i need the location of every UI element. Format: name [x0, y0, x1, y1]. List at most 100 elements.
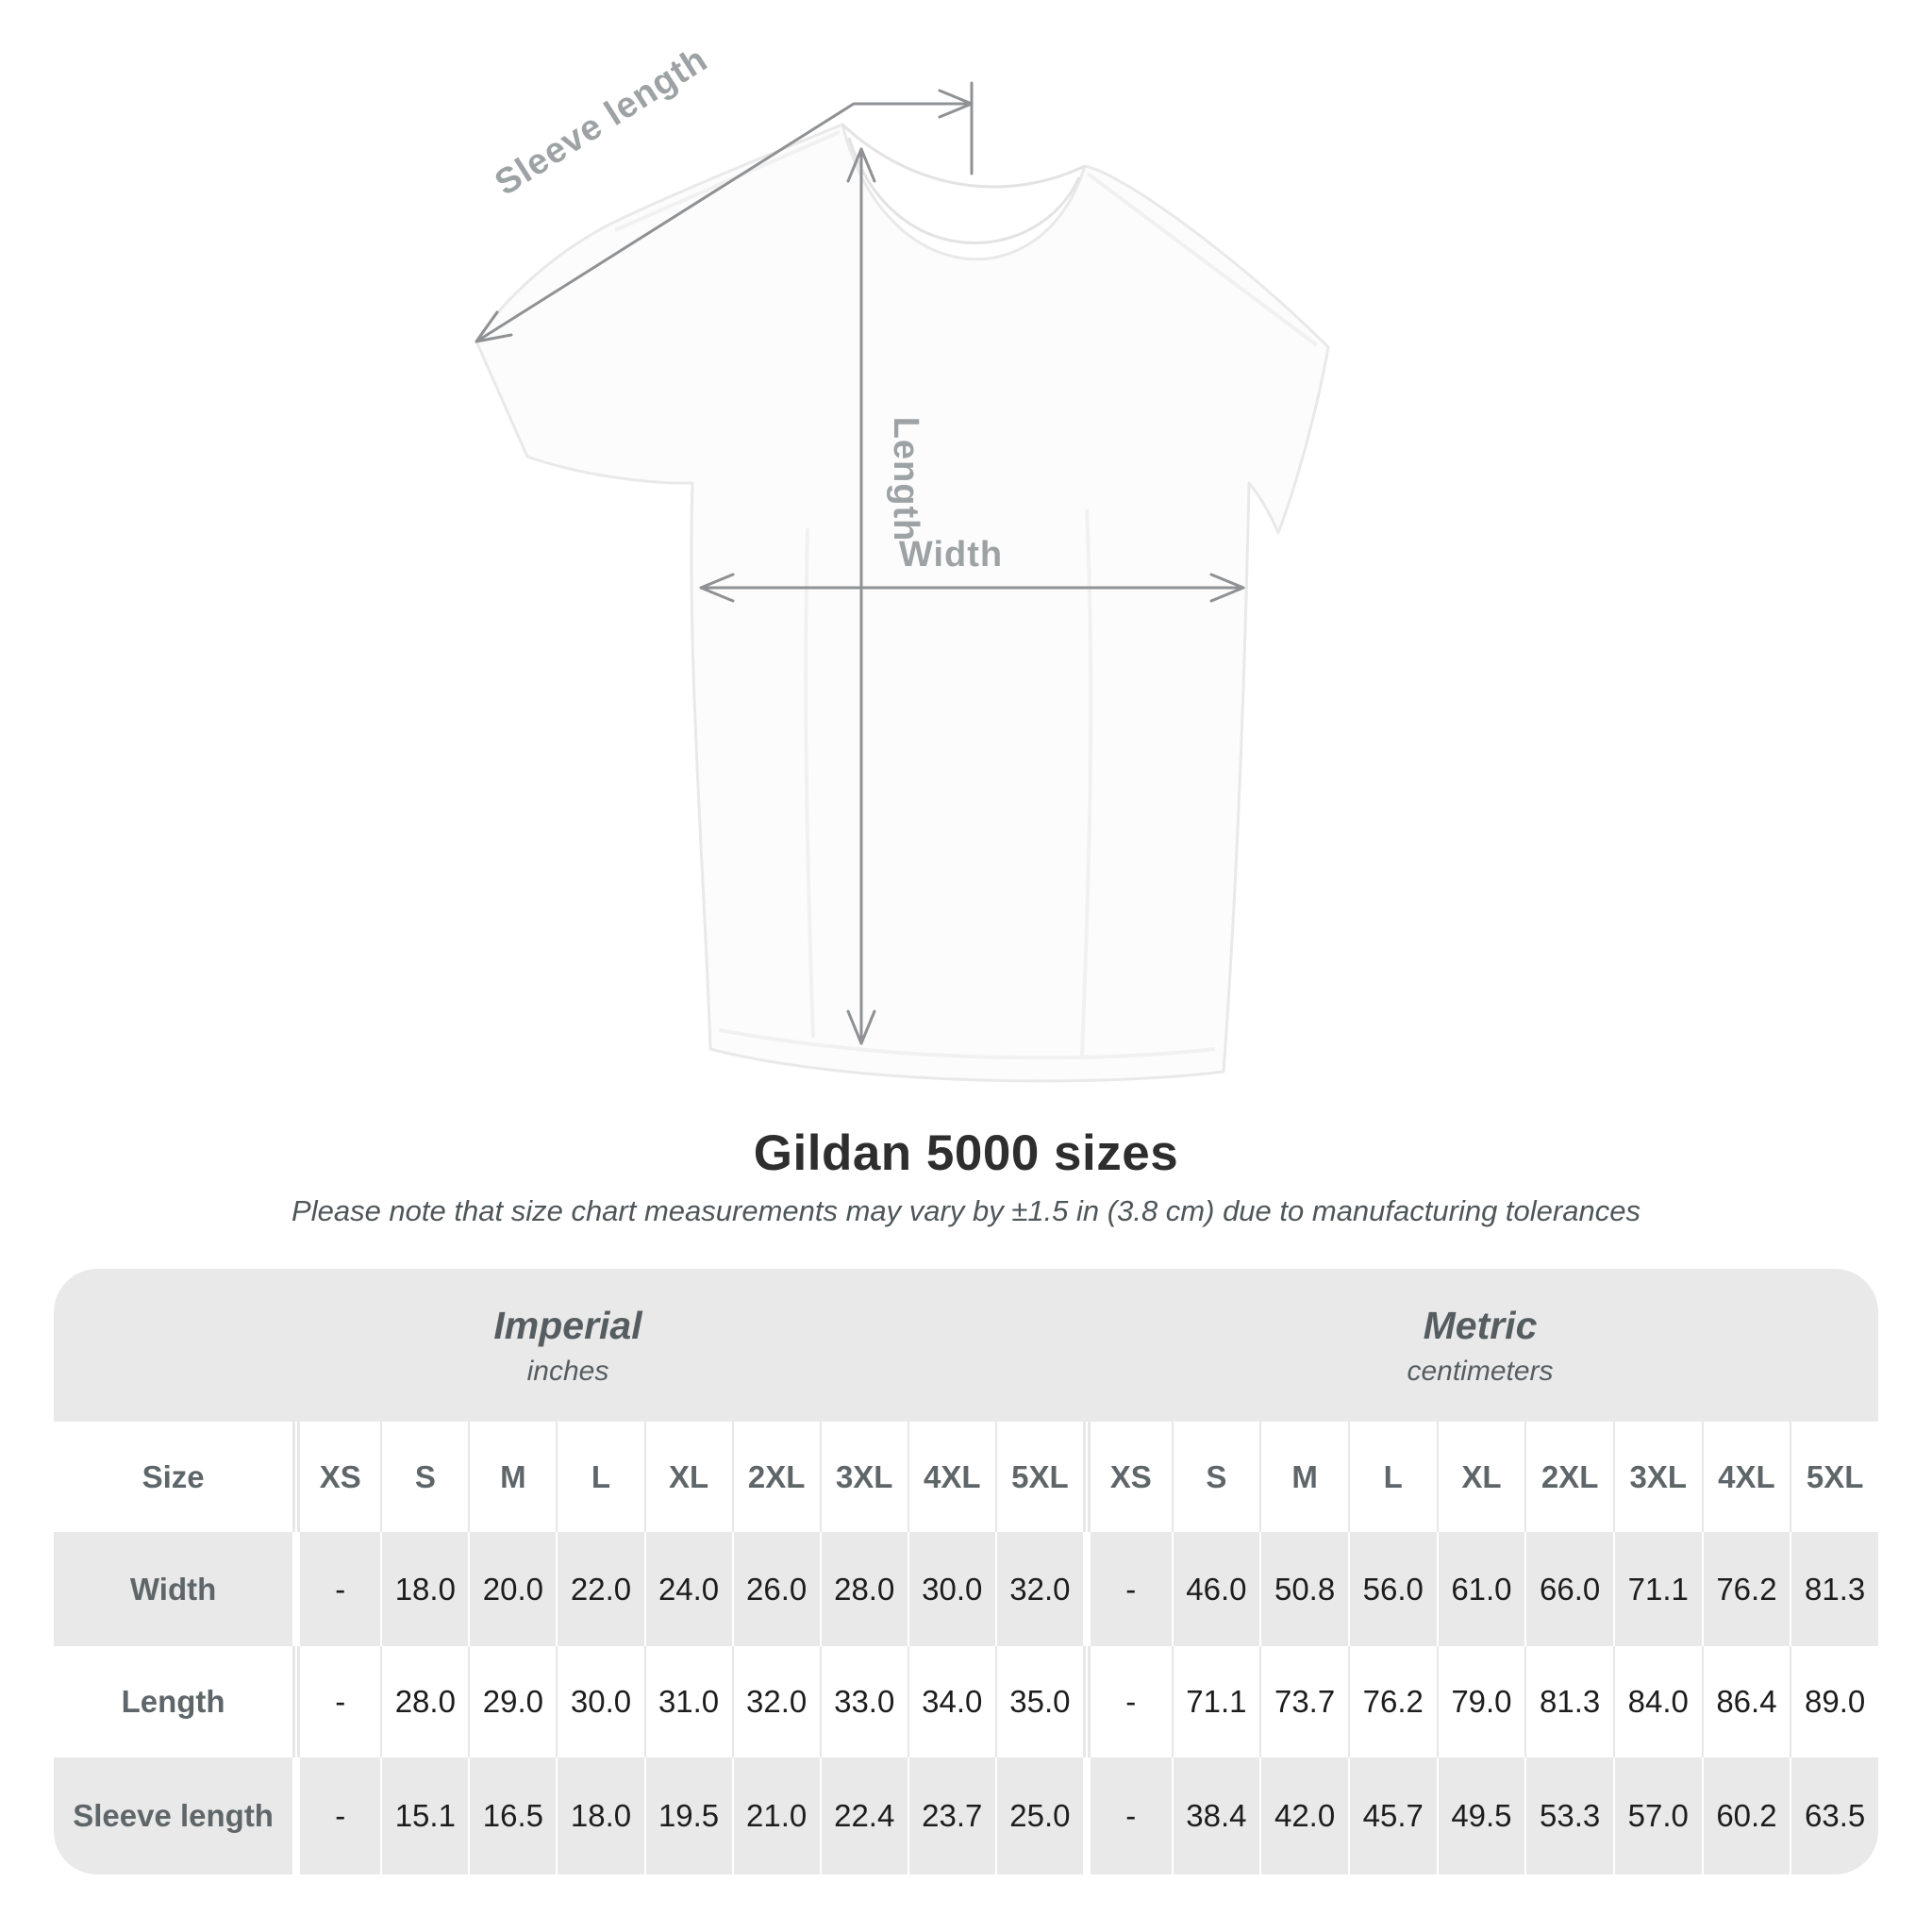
length-arrowhead-top	[846, 147, 876, 183]
imperial-size-header: L	[556, 1422, 644, 1532]
width-label: Width	[899, 535, 1003, 575]
width-arrowhead-right	[1209, 573, 1245, 603]
metric-value: 61.0	[1436, 1532, 1525, 1646]
metric-value: 71.1	[1612, 1532, 1702, 1646]
body-crease-left	[804, 527, 815, 1039]
metric-size-header: M	[1259, 1422, 1348, 1532]
metric-value: 66.0	[1524, 1532, 1613, 1646]
tolerance-note: Please note that size chart measurements…	[291, 1194, 1641, 1227]
collar-back-edge	[841, 123, 1086, 189]
measurement-label: Width	[54, 1532, 293, 1646]
tshirt-measurement-diagram: Sleeve length Length Width	[475, 40, 1330, 1083]
metric-value: 79.0	[1436, 1646, 1525, 1757]
imperial-value: -	[292, 1757, 381, 1874]
imperial-unit-label: inches	[526, 1355, 609, 1387]
size-header-row: Size XS S M L XL 2XL 3XL 4XL 5XL XS S M L XL 2XL 3XL 4XL 5…	[54, 1422, 1878, 1532]
metric-value: -	[1082, 1532, 1172, 1646]
metric-size-header: S	[1171, 1422, 1260, 1532]
metric-value: 38.4	[1171, 1757, 1260, 1874]
imperial-value: 20.0	[468, 1532, 557, 1646]
size-chart: Imperial inches Metric centimeters Size X…	[54, 1269, 1878, 1874]
imperial-value: 30.0	[556, 1646, 644, 1757]
metric-value: 60.2	[1701, 1757, 1790, 1874]
metric-size-header: L	[1347, 1422, 1437, 1532]
imperial-value: 18.0	[556, 1757, 644, 1874]
imperial-value: 25.0	[994, 1757, 1083, 1874]
metric-value: 50.8	[1259, 1532, 1348, 1646]
imperial-value: 28.0	[380, 1646, 469, 1757]
imperial-size-header: 2XL	[731, 1422, 820, 1532]
length-arrowhead-bottom	[846, 1009, 876, 1045]
metric-value: 46.0	[1171, 1532, 1260, 1646]
size-table: Size XS S M L XL 2XL 3XL 4XL 5XL XS S M L XL 2XL 3XL 4XL 5…	[54, 1422, 1878, 1874]
metric-value: 71.1	[1171, 1646, 1260, 1757]
imperial-value: 18.0	[380, 1532, 469, 1646]
metric-unit-header: Metric centimeters	[1082, 1269, 1878, 1422]
width-arrowhead-left	[699, 573, 735, 603]
imperial-size-header: S	[380, 1422, 469, 1532]
body-crease-right	[1080, 508, 1093, 1058]
length-label: Length	[886, 417, 925, 542]
measurement-row: Length -28.0 29.0 30.0 31.0 32.0 33.0 34.0 35.0-…	[54, 1646, 1878, 1757]
imperial-value: 28.0	[819, 1532, 908, 1646]
metric-value: 76.2	[1347, 1646, 1437, 1757]
unit-header-band: Imperial inches Metric centimeters	[54, 1269, 1878, 1422]
imperial-value: 32.0	[731, 1646, 820, 1757]
imperial-value: 35.0	[994, 1646, 1083, 1757]
metric-title: Metric	[1423, 1303, 1538, 1347]
hem-stitch	[718, 1028, 1216, 1060]
size-column-header: Size	[54, 1422, 293, 1532]
imperial-value: 21.0	[731, 1757, 820, 1874]
metric-value: 86.4	[1701, 1646, 1790, 1757]
metric-value: 49.5	[1436, 1757, 1525, 1874]
metric-value: 57.0	[1612, 1757, 1702, 1874]
imperial-value: 33.0	[819, 1646, 908, 1757]
metric-value: -	[1082, 1646, 1172, 1757]
imperial-value: 32.0	[994, 1532, 1083, 1646]
metric-value: 53.3	[1524, 1757, 1613, 1874]
imperial-value: 22.4	[819, 1757, 908, 1874]
imperial-value: 22.0	[556, 1532, 644, 1646]
sleeve-length-dimension-line	[475, 102, 974, 343]
metric-size-header: XS	[1082, 1422, 1172, 1532]
imperial-value: 29.0	[468, 1646, 557, 1757]
imperial-value: 26.0	[731, 1532, 820, 1646]
right-shoulder-seam	[1086, 172, 1319, 347]
imperial-value: 30.0	[907, 1532, 995, 1646]
imperial-size-header: 4XL	[907, 1422, 995, 1532]
imperial-size-header: XS	[292, 1422, 381, 1532]
imperial-value: 34.0	[907, 1646, 995, 1757]
imperial-title: Imperial	[493, 1303, 642, 1347]
metric-value: 63.5	[1790, 1757, 1878, 1874]
imperial-value: 31.0	[643, 1646, 732, 1757]
imperial-value: -	[292, 1532, 381, 1646]
measurement-row: Width -18.0 20.0 22.0 24.0 26.0 28.0 30.0 32.0-4…	[54, 1532, 1878, 1646]
metric-unit-label: centimeters	[1407, 1355, 1554, 1387]
imperial-size-header: 3XL	[819, 1422, 908, 1532]
metric-value: 89.0	[1790, 1646, 1878, 1757]
imperial-value: -	[292, 1646, 381, 1757]
metric-value: 56.0	[1347, 1532, 1437, 1646]
imperial-size-header: M	[468, 1422, 557, 1532]
imperial-value: 19.5	[643, 1757, 732, 1874]
metric-size-header: 2XL	[1524, 1422, 1613, 1532]
imperial-value: 15.1	[380, 1757, 469, 1874]
sleeve-length-arrowhead	[475, 310, 513, 343]
metric-value: 84.0	[1612, 1646, 1702, 1757]
measurement-label: Sleeve length	[54, 1757, 293, 1874]
metric-size-header: 4XL	[1701, 1422, 1790, 1532]
measurement-label: Length	[54, 1646, 293, 1757]
metric-value: -	[1082, 1757, 1172, 1874]
imperial-size-header: 5XL	[994, 1422, 1083, 1532]
measurement-row: Sleeve length -15.1 16.5 18.0 19.5 21.0 22.4 23…	[54, 1757, 1878, 1874]
metric-value: 73.7	[1259, 1646, 1348, 1757]
metric-value: 45.7	[1347, 1757, 1437, 1874]
metric-value: 42.0	[1259, 1757, 1348, 1874]
sleeve-length-label: Sleeve length	[488, 40, 714, 204]
tshirt-graphic	[475, 123, 1330, 1083]
imperial-size-header: XL	[643, 1422, 732, 1532]
metric-size-header: 5XL	[1790, 1422, 1878, 1532]
imperial-value: 24.0	[643, 1532, 732, 1646]
left-shoulder-seam	[614, 130, 841, 232]
metric-value: 76.2	[1701, 1532, 1790, 1646]
